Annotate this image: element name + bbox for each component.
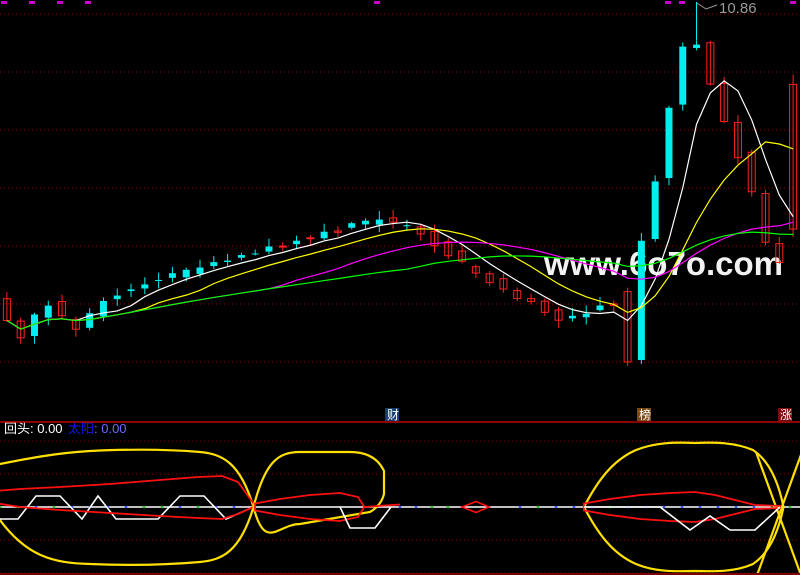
svg-text:涨: 涨 (780, 407, 792, 422)
svg-text:财: 财 (387, 408, 399, 422)
svg-text:10.86: 10.86 (719, 0, 757, 17)
svg-text:太阳: 0.00: 太阳: 0.00 (68, 421, 127, 436)
svg-text:回头: 0.00: 回头: 0.00 (4, 421, 63, 436)
svg-text:www.6o7o.com: www.6o7o.com (543, 245, 783, 282)
svg-text:榜: 榜 (639, 407, 651, 422)
